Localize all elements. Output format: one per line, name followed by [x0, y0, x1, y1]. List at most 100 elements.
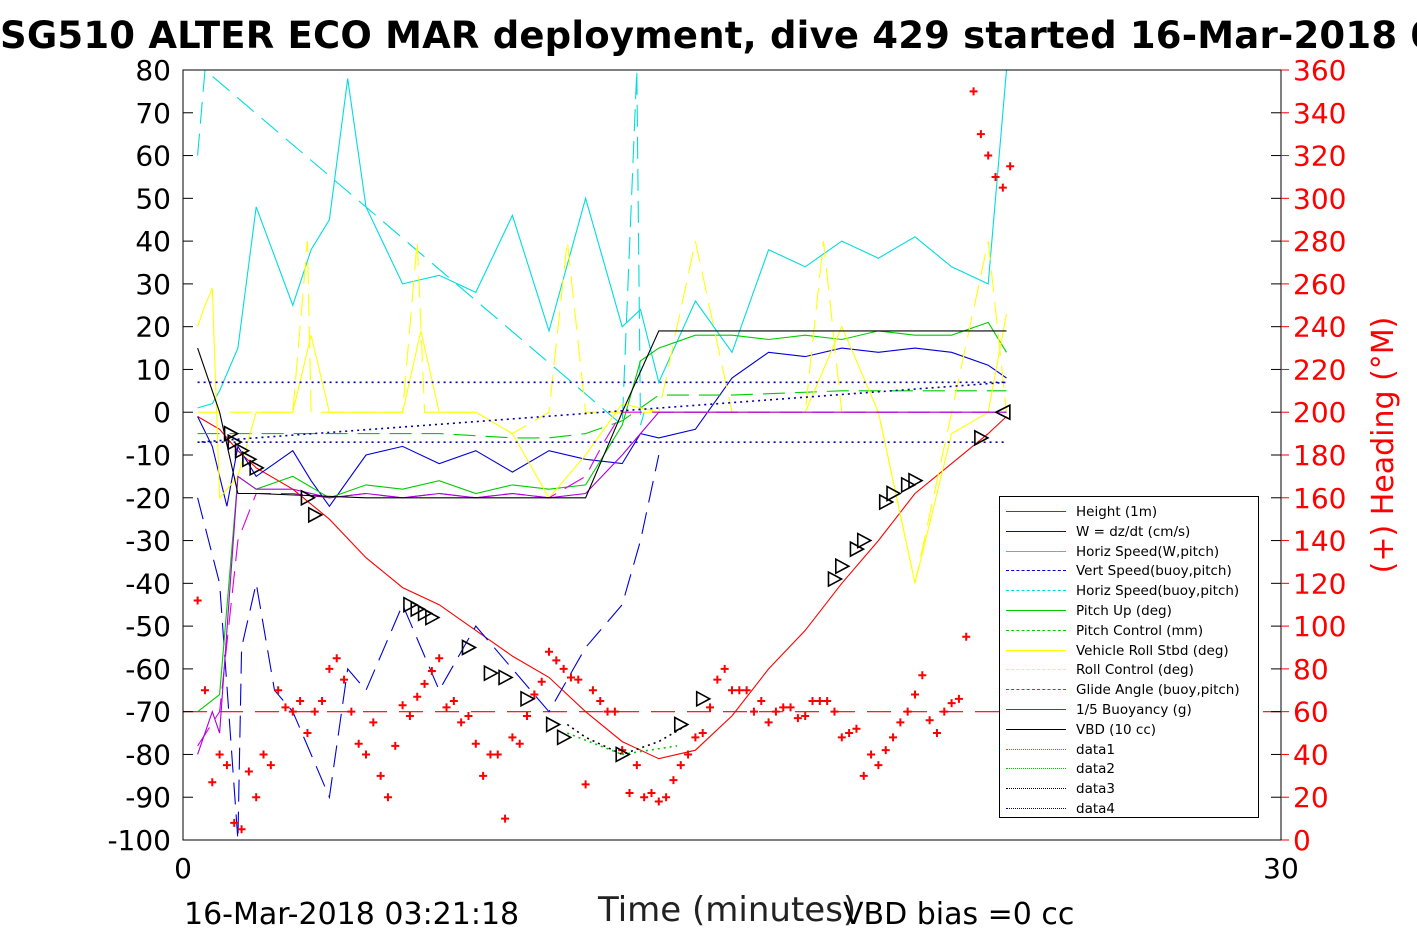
heading-point: [449, 696, 458, 705]
heading-point: [735, 686, 744, 695]
left-tick-label: 20: [135, 311, 171, 344]
legend-item: VBD (10 cc): [1000, 720, 1258, 740]
heading-point: [237, 825, 246, 834]
left-tick-label: -50: [125, 610, 171, 643]
heading-point: [588, 686, 597, 695]
heading-point: [391, 741, 400, 750]
heading-point: [764, 718, 773, 727]
legend: Height (1m) W = dz/dt (cm/s) Horiz Speed(W…: [999, 496, 1259, 818]
legend-item: Roll Control (deg): [1000, 660, 1258, 680]
legend-swatch: [1006, 511, 1066, 512]
left-tick-label: 40: [135, 225, 171, 258]
triangle-marker: [994, 403, 1011, 421]
heading-point: [706, 703, 715, 712]
left-tick-label: -40: [125, 567, 171, 600]
left-tick-label: -10: [125, 439, 171, 472]
legend-label: W = dz/dt (cm/s): [1076, 523, 1191, 540]
heading-point: [654, 797, 663, 806]
legend-item: Pitch Control (mm): [1000, 621, 1258, 641]
legend-swatch: [1006, 788, 1066, 790]
heading-point: [596, 696, 605, 705]
x-tick-label: 30: [1263, 852, 1299, 885]
legend-item: Height (1m): [1000, 502, 1258, 522]
series-line-10: [197, 411, 1007, 755]
triangle-marker: [908, 472, 924, 490]
triangle-marker: [249, 459, 265, 477]
heading-point: [969, 87, 978, 96]
legend-label: VBD (10 cc): [1076, 721, 1157, 738]
heading-point: [684, 750, 693, 759]
heading-point: [801, 711, 810, 720]
x-tick-label: 0: [174, 852, 192, 885]
legend-item: W = dz/dt (cm/s): [1000, 522, 1258, 542]
heading-point: [632, 761, 641, 770]
series-line-12: [622, 745, 678, 756]
triangle-marker: [556, 728, 573, 746]
heading-point: [230, 818, 239, 827]
right-tick-label: 180: [1293, 439, 1346, 472]
heading-point: [545, 647, 553, 656]
heading-point: [552, 656, 561, 665]
heading-point: [252, 793, 261, 802]
legend-swatch: [1006, 649, 1066, 651]
legend-label: Glide Angle (buoy,pitch): [1076, 682, 1240, 699]
right-tick-label: 60: [1293, 696, 1329, 729]
heading-point: [435, 654, 444, 663]
heading-point: [486, 750, 495, 759]
heading-point: [259, 750, 268, 759]
heading-point: [603, 707, 612, 716]
heading-point: [405, 711, 414, 720]
footer-vbd-bias: VBD bias =0 cc: [843, 897, 1075, 932]
heading-point: [215, 750, 224, 759]
heading-point: [676, 761, 685, 770]
triangle-marker: [498, 669, 514, 686]
heading-point: [574, 675, 583, 684]
bottom-axis: 0 30: [174, 830, 1299, 885]
heading-point: [830, 707, 839, 716]
right-axis: 3603403203002802602402202001801601401201…: [1281, 54, 1401, 857]
heading-point: [998, 183, 1007, 192]
heading-point: [471, 739, 480, 748]
legend-label: Horiz Speed(W,pitch): [1076, 543, 1220, 560]
triangle-marker: [878, 493, 895, 511]
legend-label: Roll Control (deg): [1076, 662, 1194, 679]
right-tick-label: 220: [1293, 353, 1346, 386]
right-tick-label: 0: [1293, 824, 1311, 857]
triangle-marker: [242, 450, 258, 468]
heading-point: [698, 729, 707, 738]
triangle-marker: [886, 485, 902, 502]
heading-point: [501, 814, 510, 823]
heading-point: [874, 761, 883, 770]
heading-point: [310, 707, 319, 716]
legend-item: Pitch Up (deg): [1000, 601, 1258, 621]
heading-point: [325, 664, 334, 673]
heading-point: [815, 696, 824, 705]
triangle-marker: [827, 570, 844, 588]
left-tick-label: 0: [153, 396, 171, 429]
right-tick-label: 360: [1293, 54, 1346, 87]
triangle-marker: [520, 690, 536, 708]
legend-label: data3: [1076, 781, 1115, 798]
heading-point: [779, 703, 788, 712]
legend-item: Vert Speed(buoy,pitch): [1000, 561, 1258, 581]
heading-point: [728, 686, 736, 695]
legend-swatch: [1006, 590, 1066, 592]
left-tick-label: -60: [125, 653, 171, 686]
legend-label: Pitch Control (mm): [1076, 622, 1204, 639]
heading-point: [911, 690, 919, 699]
heading-point: [383, 793, 392, 802]
heading-point: [867, 750, 876, 759]
heading-point: [376, 771, 385, 780]
legend-item: Vehicle Roll Stbd (deg): [1000, 641, 1258, 661]
triangle-marker: [403, 596, 419, 614]
legend-label: data2: [1076, 761, 1115, 778]
triangle-marker: [615, 746, 631, 763]
x-axis-label: Time (minutes): [598, 890, 857, 930]
legend-swatch: [1006, 728, 1066, 730]
legend-item: data3: [1000, 779, 1258, 799]
heading-point: [581, 780, 590, 789]
left-tick-label: 70: [135, 97, 171, 130]
triangle-marker: [483, 664, 500, 682]
triangle-marker: [900, 476, 917, 494]
right-tick-label: 320: [1293, 140, 1346, 173]
